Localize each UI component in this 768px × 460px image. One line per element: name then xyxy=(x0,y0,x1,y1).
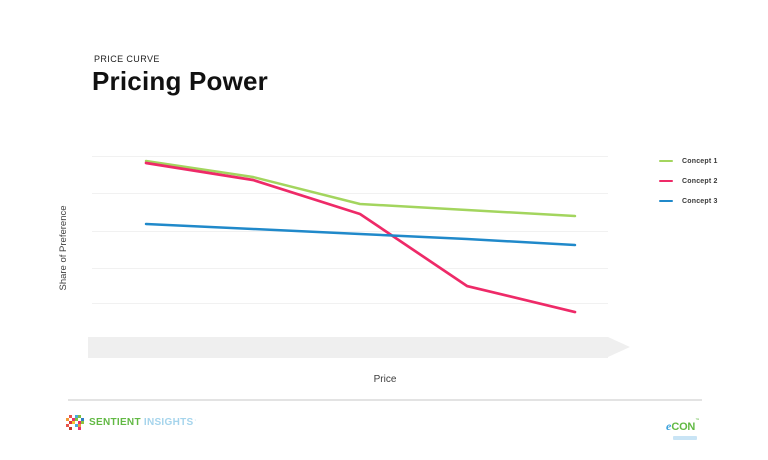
econ-tagline xyxy=(673,436,697,440)
concept-2-line xyxy=(144,161,577,314)
page-title: Pricing Power xyxy=(92,66,268,96)
sentient-logo-icon xyxy=(66,414,85,431)
legend-item-concept-2: Concept 2 xyxy=(659,176,718,186)
y-axis-label: Share of Preference xyxy=(58,205,69,291)
sentient-insights-logo: SENTIENT INSIGHTS ’ xyxy=(66,413,196,432)
legend-swatch-concept-3 xyxy=(659,199,673,203)
legend-item-concept-3: Concept 3 xyxy=(659,196,718,206)
econ-logo-text: CON xyxy=(671,421,696,433)
brand-name-primary: SENTIENT xyxy=(89,417,141,428)
x-axis-label: Price xyxy=(373,374,397,385)
legend: Concept 1 Concept 2 Concept 3 xyxy=(659,156,718,206)
gridline xyxy=(92,231,608,232)
econ-logo: eCON™ xyxy=(666,417,726,440)
gridline xyxy=(92,156,608,157)
concept-1-line xyxy=(144,159,577,218)
concept-3-line xyxy=(144,222,577,247)
gridline xyxy=(92,268,608,269)
legend-swatch-concept-2 xyxy=(659,179,673,183)
econ-trademark: ™ xyxy=(695,417,700,422)
legend-swatch-concept-1 xyxy=(659,159,673,163)
x-axis-arrow-head-icon xyxy=(608,337,630,357)
legend-label: Concept 1 xyxy=(682,157,718,165)
brand-trademark: ’ xyxy=(194,419,196,426)
x-axis-arrow xyxy=(88,337,608,358)
legend-item-concept-1: Concept 1 xyxy=(659,156,718,166)
econ-logo-e: e xyxy=(666,419,672,433)
legend-label: Concept 3 xyxy=(682,197,718,205)
legend-label: Concept 2 xyxy=(682,177,718,185)
gridline xyxy=(92,193,608,194)
chart-eyebrow: PRICE CURVE xyxy=(94,54,160,64)
brand-name-secondary: INSIGHTS xyxy=(143,417,194,428)
footer-divider xyxy=(68,399,702,401)
gridline xyxy=(92,303,608,304)
